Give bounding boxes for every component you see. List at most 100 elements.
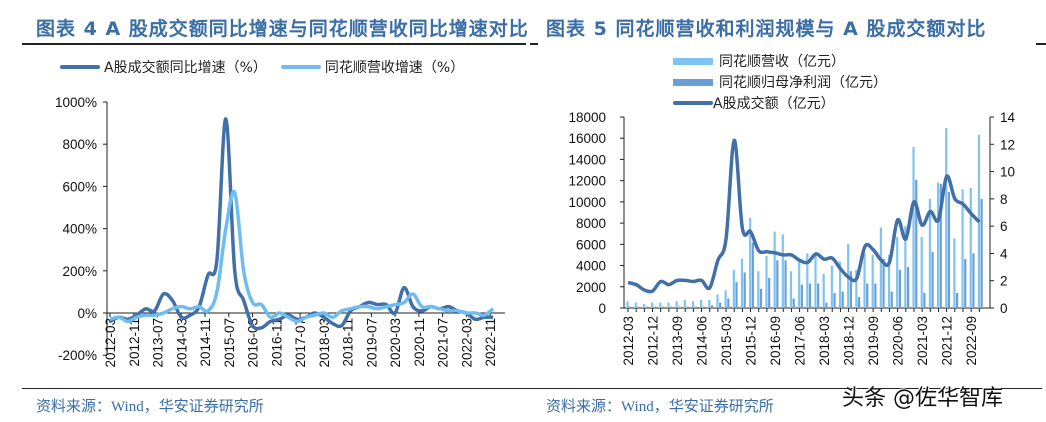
right-y-tick-label: 6: [1000, 219, 1008, 234]
right-y-tick-label: 12: [1000, 137, 1015, 152]
left-y-tick-label: -200%: [58, 348, 97, 363]
right-title-rule-left: [530, 43, 538, 45]
right-source: 资料来源：Wind，华安证券研究所: [546, 399, 774, 415]
turnover-line: [627, 138, 981, 294]
left-y-tick-label: 12000: [568, 174, 606, 189]
revenue-bar: [936, 182, 940, 308]
right-x-tick-label: 2020-06: [891, 316, 906, 366]
left-y-tick-label: 1000%: [55, 95, 97, 110]
profit-bar: [898, 269, 902, 308]
revenue-bar: [659, 302, 662, 308]
profit-bar: [702, 306, 705, 308]
profit-bar: [866, 283, 869, 308]
profit-bar: [808, 283, 812, 308]
left-x-tick-label: 2019-07: [364, 318, 379, 368]
profit-bar: [670, 306, 673, 308]
profit-bar: [890, 291, 893, 308]
profit-bar: [727, 298, 730, 308]
profit-bar: [841, 291, 844, 308]
left-x-tick-label: 2014-11: [198, 318, 213, 367]
revenue-bar: [896, 237, 899, 308]
revenue-bar: [773, 231, 776, 308]
profit-bar: [661, 306, 665, 308]
revenue-bar: [749, 217, 752, 308]
left-y-tick-label: 2000: [576, 280, 606, 295]
revenue-bar: [732, 269, 735, 308]
revenue-bar: [863, 253, 866, 308]
revenue-bar: [945, 127, 948, 309]
watermark: 头条 @佐华智库: [842, 386, 1003, 411]
left-x-tick-label: 2016-03: [246, 318, 261, 368]
left-y-tick-label: 4000: [576, 259, 606, 274]
legend-swatch-turnover: [673, 101, 713, 105]
right-y-tick-label: 4: [1000, 246, 1008, 261]
right-x-tick-label: 2012-03: [621, 316, 636, 366]
left-y-tick-label: 200%: [62, 264, 97, 279]
profit-bar: [637, 306, 640, 308]
profit-bar: [792, 298, 795, 308]
revenue-bar: [626, 301, 629, 308]
footer-rule: [22, 388, 1042, 389]
revenue-bar: [724, 290, 727, 308]
right-title-rule-right: [1036, 43, 1046, 45]
legend-label: 同花顺营收增速（%）: [324, 60, 465, 76]
left-x-tick-label: 2018-11: [341, 318, 356, 367]
profit-bar: [784, 260, 787, 308]
profit-bar: [906, 267, 910, 308]
left-y-tick-label: 0: [598, 301, 606, 316]
left-y-tick-label: 14000: [568, 152, 606, 167]
left-x-tick-label: 2015-07: [222, 318, 237, 368]
revenue-bar: [822, 273, 825, 308]
revenue-bar: [765, 256, 768, 308]
profit-bar: [964, 258, 967, 308]
left-y-tick-label: 8000: [576, 216, 606, 231]
right-x-tick-label: 2022-09: [964, 316, 979, 366]
left-y-tick-label: 18000: [568, 110, 606, 125]
profit-bar: [686, 306, 689, 308]
revenue-bar: [634, 302, 637, 308]
profit-bar: [923, 292, 926, 308]
revenue-bar: [651, 302, 654, 308]
right-y-tick-label: 14: [1000, 110, 1016, 125]
profit-bar: [751, 242, 754, 308]
left-x-tick-label: 2020-11: [412, 318, 427, 367]
right-x-tick-label: 2013-09: [670, 316, 685, 366]
right-x-tick-label: 2018-12: [842, 316, 857, 366]
legend-label: A股成交额（亿元）: [713, 96, 835, 112]
profit-bar: [915, 179, 918, 308]
legend-swatch-revenue: [673, 57, 713, 65]
left-y-tick-label: 6000: [576, 237, 606, 252]
left-title-rule: [22, 43, 526, 45]
left-x-tick-label: 2014-03: [174, 318, 189, 368]
left-legend: A股成交额同比增速（%） 同花顺营收增速（%）: [60, 57, 464, 77]
legend-swatch-profit: [673, 78, 713, 86]
profit-bar: [800, 284, 803, 308]
revenue-bar: [830, 265, 833, 308]
revenue-bar: [798, 258, 801, 308]
left-x-tick-label: 2016-11: [269, 318, 284, 367]
left-chart-title: 图表 4 A 股成交额同比增速与同花顺营收同比增速对比: [36, 18, 529, 40]
profit-bar: [972, 253, 975, 308]
right-y-tick-label: 0: [1000, 301, 1008, 316]
right-y-tick-label: 10: [1000, 165, 1015, 180]
revenue-bar: [781, 234, 784, 308]
revenue-bar: [961, 189, 964, 308]
left-y-tick-label: 600%: [62, 179, 97, 194]
profit-bar: [947, 192, 951, 308]
revenue-bar: [642, 303, 646, 308]
left-x-tick-label: 2020-03: [388, 318, 403, 368]
left-y-tick-label: 400%: [62, 222, 97, 237]
profit-bar: [776, 260, 779, 308]
right-x-tick-label: 2014-06: [695, 316, 710, 366]
revenue-bar: [683, 299, 686, 308]
revenue-bar: [904, 226, 907, 308]
right-x-tick-label: 2018-03: [817, 316, 832, 366]
left-x-tick-label: 2012-03: [103, 318, 118, 368]
revenue-bar: [855, 269, 858, 308]
right-x-tick-label: 2015-03: [719, 316, 734, 366]
left-y-tick-label: 0%: [77, 306, 97, 321]
revenue-bar: [708, 299, 711, 308]
right-y-tick-label: 2: [1000, 274, 1008, 289]
revenue-bar: [871, 254, 874, 308]
